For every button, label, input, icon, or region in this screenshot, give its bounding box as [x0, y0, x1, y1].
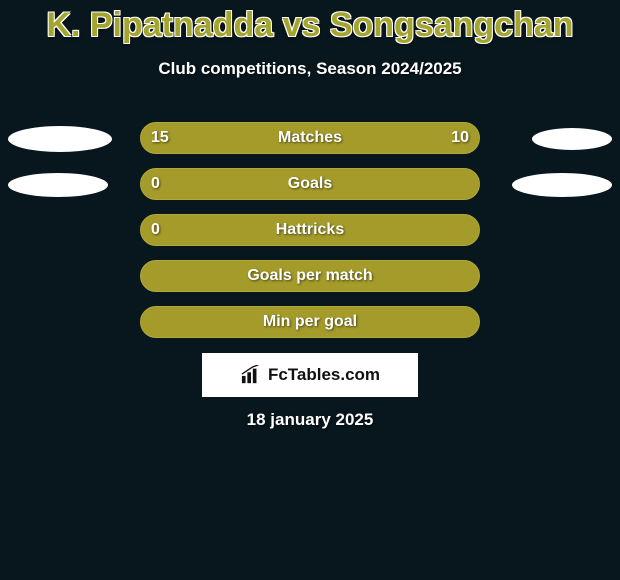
stat-row: Min per goal: [0, 306, 620, 338]
page-title: K. Pipatnadda vs Songsangchan: [0, 0, 620, 45]
stat-row: Goals0: [0, 168, 620, 200]
player-left-ellipse: [8, 126, 112, 152]
snapshot-date: 18 january 2025: [0, 410, 620, 430]
stat-value-left: 0: [151, 175, 160, 193]
stat-label: Goals per match: [141, 267, 479, 285]
stat-value-left: 0: [151, 221, 160, 239]
stat-row: Goals per match: [0, 260, 620, 292]
stat-value-left: 15: [151, 129, 169, 147]
stat-value-right: 10: [451, 129, 469, 147]
stat-label: Hattricks: [141, 221, 479, 239]
comparison-infographic: K. Pipatnadda vs Songsangchan Club compe…: [0, 0, 620, 580]
stat-rows: Matches1510Goals0Hattricks0Goals per mat…: [0, 122, 620, 352]
stat-bar: Matches15 10: [140, 122, 480, 154]
source-badge-text: FcTables.com: [268, 365, 380, 385]
stat-label: Matches: [141, 129, 479, 147]
source-badge: FcTables.com: [202, 353, 418, 397]
stat-bar: Hattricks0: [140, 214, 480, 246]
player-left-ellipse: [8, 173, 108, 197]
stat-bar: Goals0: [140, 168, 480, 200]
stat-bar: Goals per match: [140, 260, 480, 292]
stat-row: Matches15 10: [0, 122, 620, 154]
stat-label: Goals: [141, 175, 479, 193]
season-subtitle: Club competitions, Season 2024/2025: [0, 59, 620, 79]
source-badge-inner: FcTables.com: [240, 365, 380, 385]
stat-label: Min per goal: [141, 313, 479, 331]
player-right-ellipse: [512, 173, 612, 197]
player-right-ellipse: [532, 128, 612, 150]
stat-row: Hattricks0: [0, 214, 620, 246]
bar-chart-icon: [240, 365, 262, 385]
stat-bar: Min per goal: [140, 306, 480, 338]
